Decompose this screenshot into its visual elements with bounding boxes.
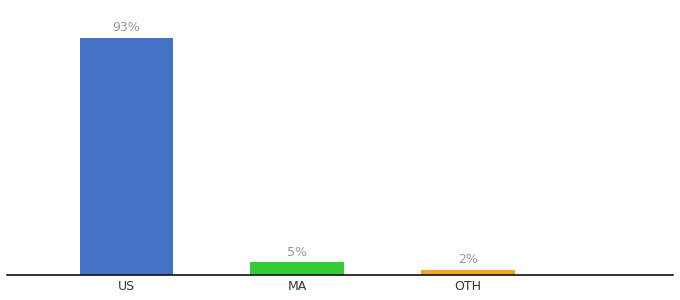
- Bar: [421, 270, 515, 275]
- Text: 5%: 5%: [288, 246, 307, 259]
- Text: 93%: 93%: [113, 21, 140, 34]
- Bar: [250, 262, 344, 275]
- Bar: [80, 38, 173, 275]
- Text: 2%: 2%: [458, 253, 478, 266]
